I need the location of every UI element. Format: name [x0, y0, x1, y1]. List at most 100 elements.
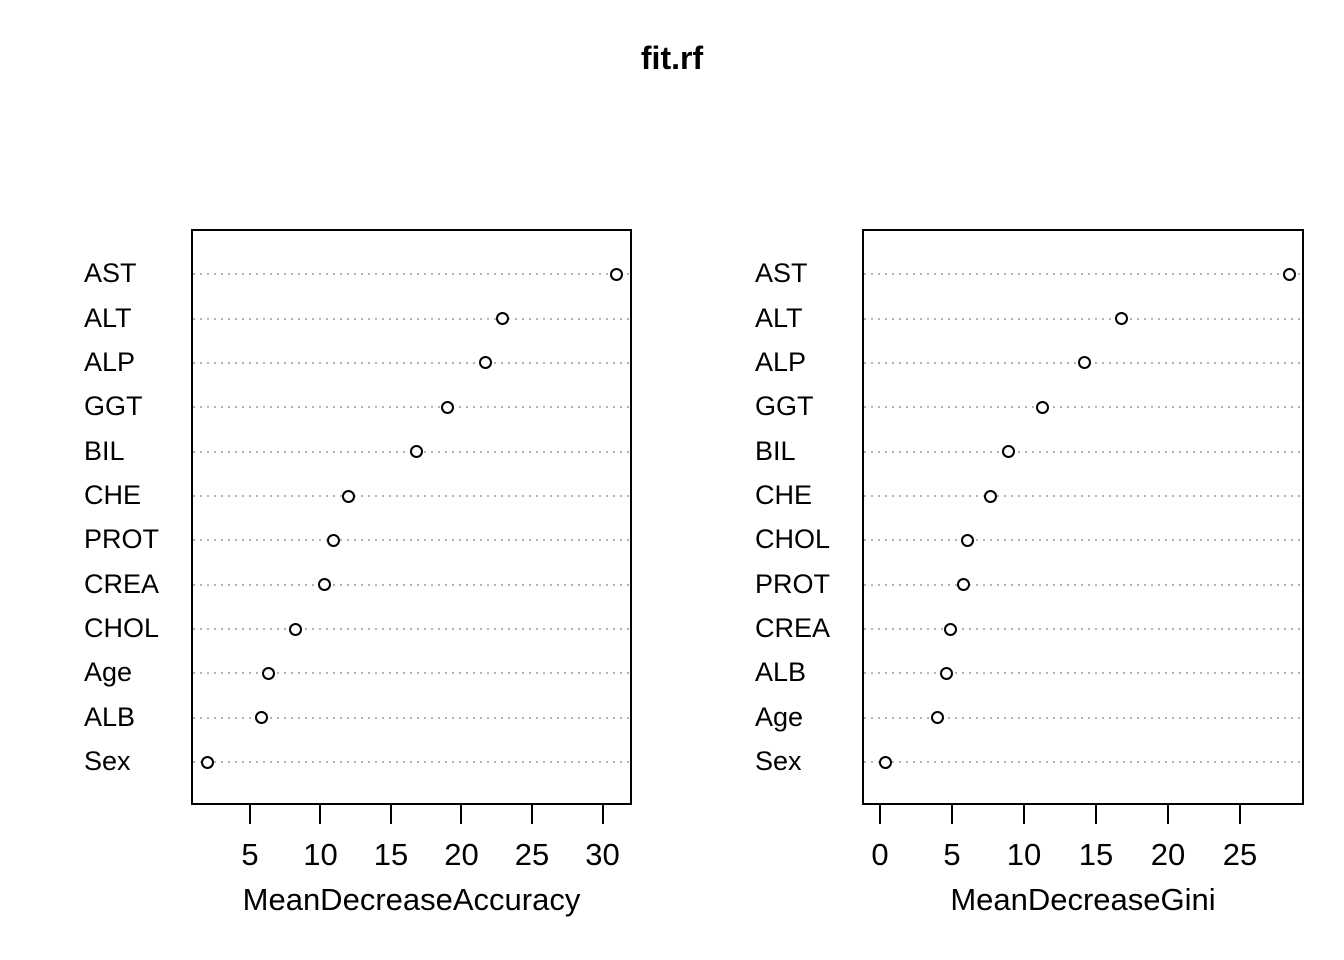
x-tick — [319, 805, 322, 824]
row-label: AST — [755, 258, 808, 289]
x-tick-label: 15 — [1078, 837, 1114, 872]
data-point — [931, 711, 945, 725]
gridline — [864, 317, 1302, 320]
data-point — [342, 489, 356, 503]
row-label: CHE — [84, 479, 142, 510]
x-tick-label: 25 — [1222, 837, 1258, 872]
x-tick — [951, 805, 953, 824]
data-point — [984, 489, 998, 503]
data-point — [957, 578, 971, 592]
x-tick-label: 20 — [444, 837, 479, 872]
data-point — [495, 312, 509, 326]
data-point — [318, 578, 332, 592]
plot-box — [191, 229, 632, 805]
row-label: CREA — [84, 568, 160, 599]
x-tick — [601, 805, 604, 824]
x-tick-label: 0 — [871, 837, 889, 872]
x-tick-label: 10 — [1006, 837, 1042, 872]
row-label: PROT — [755, 568, 831, 599]
gridline — [864, 450, 1302, 453]
row-label: Sex — [755, 746, 802, 777]
gridline — [864, 406, 1302, 409]
gridline — [864, 495, 1302, 498]
data-point — [1036, 400, 1050, 414]
plot-box — [862, 229, 1304, 805]
gridline — [193, 583, 630, 586]
gridline — [864, 628, 1302, 631]
gridline — [193, 672, 630, 675]
gridline — [864, 716, 1302, 719]
gridline — [193, 361, 630, 364]
main-title: fit.rf — [640, 40, 704, 76]
x-tick-label: 20 — [1150, 837, 1186, 872]
row-label: CHOL — [84, 613, 160, 644]
x-tick-label: 5 — [943, 837, 961, 872]
data-point — [961, 533, 975, 547]
row-label: GGT — [84, 391, 143, 422]
row-label: BIL — [84, 435, 125, 466]
row-label: ALP — [755, 346, 807, 377]
x-tick — [460, 805, 463, 824]
data-point — [261, 666, 275, 680]
data-point — [1001, 445, 1015, 459]
x-tick — [879, 805, 881, 824]
x-tick — [1095, 805, 1098, 824]
data-point — [201, 755, 215, 769]
row-label: CHE — [755, 479, 813, 510]
x-tick — [389, 805, 392, 824]
data-point — [478, 356, 492, 370]
x-tick-label: 10 — [303, 837, 338, 872]
data-point — [1115, 312, 1129, 326]
gridline — [864, 761, 1302, 764]
x-tick — [248, 805, 251, 824]
x-tick-label: 5 — [241, 837, 259, 872]
row-label: ALT — [84, 302, 132, 333]
x-tick-label: 30 — [585, 837, 620, 872]
gridline — [864, 539, 1302, 542]
x-tick-label: 25 — [514, 837, 550, 872]
row-label: Age — [84, 657, 133, 688]
x-axis-title-gini: MeanDecreaseGini — [950, 882, 1216, 917]
x-tick — [531, 805, 533, 824]
x-axis-title-accuracy: MeanDecreaseAccuracy — [242, 882, 581, 917]
row-label: ALB — [84, 701, 136, 732]
row-label: BIL — [755, 435, 796, 466]
gridline — [193, 317, 630, 320]
row-label: PROT — [84, 524, 160, 555]
x-tick — [1167, 805, 1170, 824]
data-point — [326, 533, 340, 547]
gridline — [193, 273, 630, 276]
data-point — [1282, 267, 1296, 281]
x-tick — [1239, 805, 1242, 824]
data-point — [939, 666, 953, 680]
data-point — [879, 755, 893, 769]
row-label: ALB — [755, 657, 807, 688]
data-point — [254, 711, 268, 725]
gridline — [193, 495, 630, 498]
data-point — [288, 622, 302, 636]
row-label: GGT — [755, 391, 814, 422]
gridline — [864, 672, 1302, 675]
gridline — [864, 583, 1302, 586]
data-point — [440, 400, 454, 414]
row-label: CREA — [755, 613, 831, 644]
row-label: ALP — [84, 346, 136, 377]
gridline — [193, 761, 630, 764]
row-label: AST — [84, 258, 137, 289]
gridline — [864, 273, 1302, 276]
row-label: Age — [755, 701, 804, 732]
row-label: ALT — [755, 302, 803, 333]
data-point — [944, 622, 958, 636]
row-label: CHOL — [755, 524, 831, 555]
gridline — [193, 539, 630, 542]
gridline — [193, 716, 630, 719]
data-point — [610, 267, 624, 281]
data-point — [409, 445, 423, 459]
gridline — [193, 628, 630, 631]
x-tick-label: 15 — [373, 837, 409, 872]
data-point — [1078, 356, 1091, 370]
row-label: Sex — [84, 746, 131, 777]
